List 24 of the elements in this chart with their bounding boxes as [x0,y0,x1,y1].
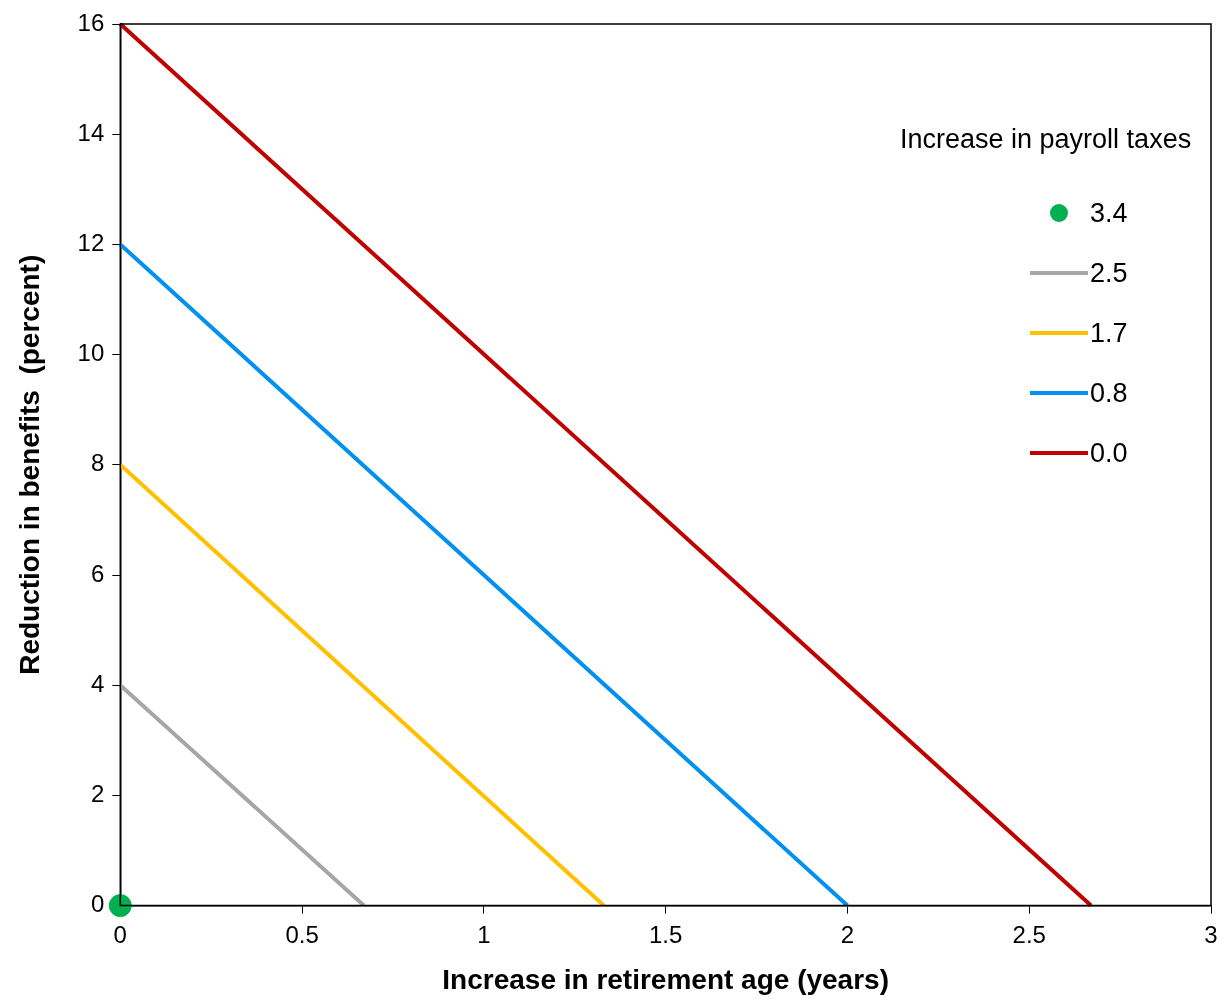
legend-label: 1.7 [1090,317,1128,349]
legend-label: 0.8 [1090,377,1128,409]
y-tick-label: 10 [77,339,105,367]
x-tick-label: 3 [1204,920,1218,948]
y-tick-label: 2 [90,780,105,808]
y-tick-label: 8 [90,449,105,477]
x-tick-label: 0.5 [285,920,319,948]
x-tick-label: 2 [840,920,855,948]
legend-label: 2.5 [1090,257,1128,289]
y-tick-label: 0 [90,890,105,918]
y-tick-label: 16 [77,8,105,36]
x-tick-label: 2.5 [1012,920,1046,948]
y-tick-label: 14 [77,118,105,146]
legend-label: 0.0 [1090,437,1128,469]
y-axis-title: Reduction in benefits (percent) [13,254,45,675]
legend-title: Increase in payroll taxes [900,124,1192,155]
y-tick-label: 4 [90,669,105,697]
y-tick-label: 6 [90,559,105,587]
x-tick-label: 0 [113,920,127,948]
y-tick-label: 12 [77,229,105,257]
legend-label: 3.4 [1090,197,1128,229]
x-axis-title: Increase in retirement age (years) [442,963,889,995]
x-tick-label: 1 [477,920,491,948]
x-tick-label: 1.5 [648,920,683,948]
